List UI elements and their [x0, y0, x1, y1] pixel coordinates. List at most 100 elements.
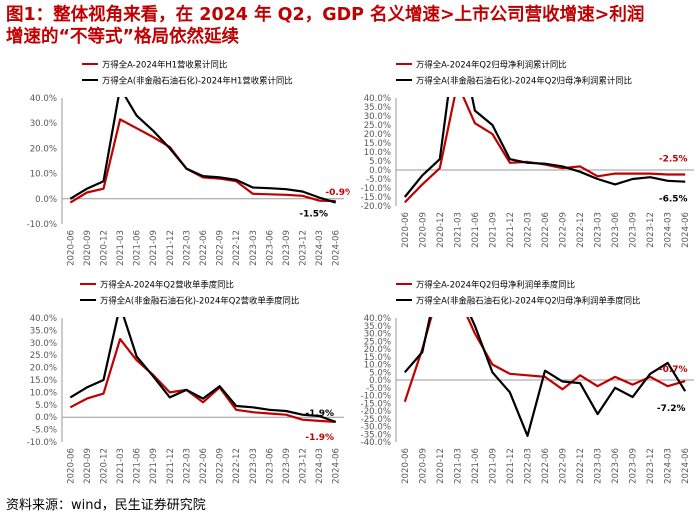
y-tick-label: -15.0% [361, 399, 391, 409]
data-label: -0.9% [325, 188, 350, 198]
y-tick-label: 15.0% [364, 353, 391, 363]
x-tick-label: 2020-09 [83, 448, 93, 484]
legend-label: 万得全A-2024年H1营收累计同比 [102, 60, 227, 70]
y-tick-label: 40.0% [30, 314, 57, 324]
series-line-red [69, 118, 336, 204]
x-tick-label: 2023-09 [629, 448, 639, 484]
data-label: -2.5% [659, 155, 688, 165]
y-tick-label: 35.0% [364, 103, 391, 113]
y-tick-label: 0.0% [369, 376, 391, 386]
y-tick-label: 25.0% [364, 337, 391, 347]
x-tick-label: 2020-06 [66, 230, 76, 266]
y-tick-label: -40.0% [361, 438, 391, 448]
x-tick-label: 2022-03 [523, 448, 533, 484]
y-tick-label: -30.0% [361, 423, 391, 433]
y-tick-label: 20.0% [364, 345, 391, 355]
x-tick-label: 2021-06 [133, 230, 143, 266]
data-label: -7.2% [657, 404, 686, 414]
series-line-red [69, 337, 336, 423]
y-tick-label: 0.0% [35, 413, 57, 423]
x-tick-label: 2023-12 [646, 212, 656, 248]
x-tick-label: 2024-06 [332, 230, 342, 266]
x-tick-label: 2022-12 [576, 448, 586, 484]
figure-title-line-2: 增速的“不等式”格局依然延续 [6, 27, 240, 47]
x-tick-label: 2022-06 [541, 448, 551, 484]
x-tick-label: 2020-09 [418, 448, 428, 484]
x-tick-label: 2020-06 [401, 212, 411, 248]
data-label: -1.9% [305, 433, 334, 443]
chart-q2-revenue-quarterly: 万得全A-2024年Q2营收单季度同比万得全A(非金融石油石化)-2024年Q2… [27, 280, 344, 484]
x-tick-label: 2023-12 [646, 448, 656, 484]
x-tick-label: 2023-12 [299, 230, 309, 266]
x-tick-label: 2021-06 [471, 448, 481, 484]
x-tick-label: 2023-09 [282, 448, 292, 484]
figure-title-line-1: 图1：整体视角来看，在 2024 年 Q2，GDP 名义增速>上市公司营收增速>… [6, 5, 645, 25]
y-tick-label: 10.0% [364, 361, 391, 371]
y-tick-label: -10.0% [27, 438, 57, 448]
x-tick-label: 2021-12 [506, 212, 516, 248]
y-tick-label: 30.0% [364, 330, 391, 340]
y-tick-label: 5.0% [369, 157, 391, 167]
y-tick-label: 40.0% [364, 94, 391, 104]
x-tick-label: 2020-12 [99, 230, 109, 266]
x-tick-label: 2023-03 [249, 448, 259, 484]
y-tick-label: -25.0% [361, 415, 391, 425]
x-tick-label: 2024-06 [681, 212, 691, 248]
y-tick-label: 35.0% [30, 326, 57, 336]
y-tick-label: 40.0% [30, 94, 57, 104]
x-tick-label: 2021-06 [133, 448, 143, 484]
x-tick-label: 2024-03 [315, 230, 325, 266]
y-tick-label: 5.0% [369, 368, 391, 378]
y-tick-label: -10.0% [361, 392, 391, 402]
x-tick-label: 2022-06 [541, 212, 551, 248]
y-tick-label: -5.0% [366, 384, 391, 394]
x-tick-label: 2021-09 [149, 448, 159, 484]
data-label: -1.5% [299, 210, 328, 220]
legend-label: 万得全A(非金融石油石化)-2024年Q2归母净利润单季度同比 [416, 296, 640, 306]
x-tick-label: 2023-06 [265, 230, 275, 266]
y-tick-label: 10.0% [30, 170, 57, 180]
figure-title: 图1：整体视角来看，在 2024 年 Q2，GDP 名义增速>上市公司营收增速>… [6, 4, 696, 48]
series-group [69, 97, 337, 204]
y-tick-label: -20.0% [361, 407, 391, 417]
y-tick-label: -20.0% [361, 202, 391, 212]
y-tick-label: 30.0% [30, 119, 57, 129]
y-tick-label: -5.0% [32, 426, 57, 436]
x-tick-label: 2022-03 [523, 212, 533, 248]
y-tick-label: 30.0% [30, 339, 57, 349]
y-tick-label: 15.0% [364, 139, 391, 149]
series-group [403, 317, 687, 437]
x-tick-label: 2024-06 [681, 448, 691, 484]
x-tick-label: 2020-09 [83, 230, 93, 266]
x-tick-label: 2020-12 [436, 448, 446, 484]
x-tick-label: 2020-06 [401, 448, 411, 484]
x-tick-label: 2023-09 [282, 230, 292, 266]
x-tick-label: 2021-09 [488, 212, 498, 248]
y-tick-label: -10.0% [27, 220, 57, 230]
x-tick-label: 2023-03 [249, 230, 259, 266]
x-tick-label: 2022-12 [232, 448, 242, 484]
x-tick-label: 2022-06 [199, 448, 209, 484]
data-label: -0.7% [659, 365, 688, 375]
x-tick-label: 2021-09 [488, 448, 498, 484]
x-tick-label: 2022-12 [576, 212, 586, 248]
y-tick-label: 0.0% [35, 195, 57, 205]
legend-label: 万得全A-2024年Q2归母净利润单季度同比 [416, 280, 575, 290]
x-tick-label: 2021-06 [471, 212, 481, 248]
data-label: -1.9% [305, 409, 334, 419]
x-tick-label: 2022-03 [182, 230, 192, 266]
y-tick-label: 10.0% [30, 388, 57, 398]
legend-label: 万得全A-2024年Q2营收单季度同比 [100, 280, 234, 290]
x-tick-label: 2024-06 [332, 448, 342, 484]
x-tick-label: 2020-09 [418, 212, 428, 248]
y-tick-label: 35.0% [364, 322, 391, 332]
series-group [69, 317, 337, 423]
y-tick-label: 20.0% [364, 130, 391, 140]
y-tick-label: -15.0% [361, 193, 391, 203]
series-line-black [69, 317, 337, 423]
x-tick-label: 2021-12 [506, 448, 516, 484]
x-tick-label: 2020-12 [436, 212, 446, 248]
x-tick-label: 2021-09 [149, 230, 159, 266]
x-tick-label: 2024-03 [664, 448, 674, 484]
x-tick-label: 2022-09 [559, 212, 569, 248]
